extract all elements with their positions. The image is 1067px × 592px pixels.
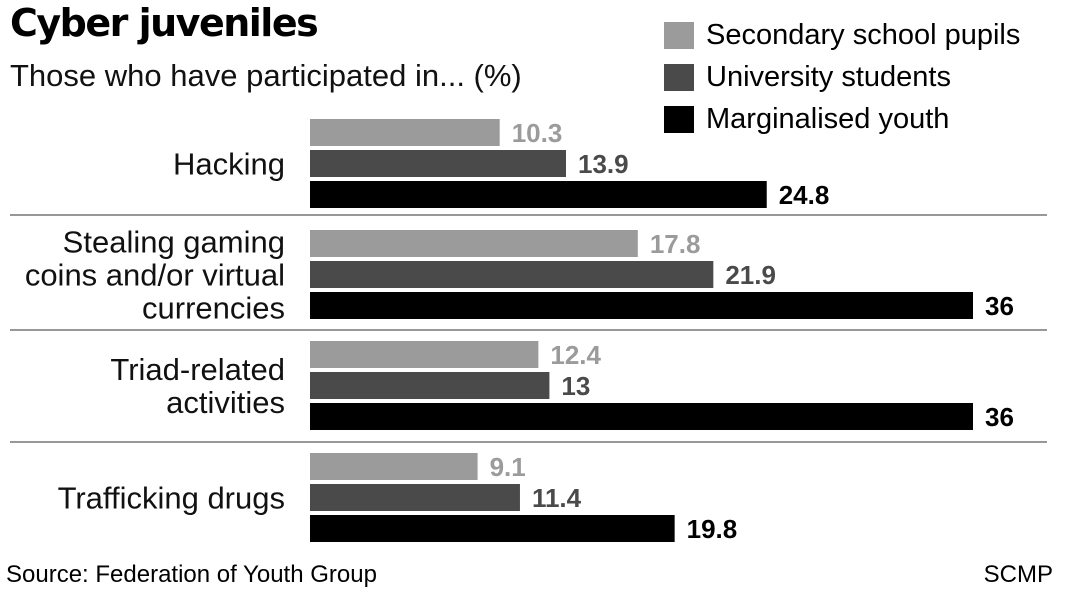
source-note: Source: Federation of Youth Group	[6, 561, 377, 588]
bar-marginalised-youth	[310, 181, 767, 208]
category-label: coins and/or virtual	[25, 258, 285, 293]
bar-secondary-school-pupils	[310, 453, 478, 480]
category-label: Triad-related	[110, 352, 285, 387]
data-label: 21.9	[725, 260, 776, 290]
data-label: 13.9	[578, 149, 629, 179]
chart-title: Cyber juveniles	[10, 1, 319, 45]
legend-item-secondary: Secondary school pupils	[664, 14, 1020, 56]
chart-subtitle: Those who have participated in... (%)	[10, 58, 522, 93]
legend-item-university: University students	[664, 56, 1020, 98]
category-label: activities	[166, 385, 285, 420]
bar-university-students	[310, 372, 550, 399]
legend-label-secondary: Secondary school pupils	[706, 18, 1021, 51]
data-label: 10.3	[512, 118, 563, 148]
bar-secondary-school-pupils	[310, 230, 638, 257]
bar-university-students	[310, 484, 520, 511]
bar-secondary-school-pupils	[310, 119, 500, 146]
bar-university-students	[310, 150, 566, 177]
data-label: 19.8	[687, 514, 738, 544]
data-label: 24.8	[779, 180, 830, 210]
bar-marginalised-youth	[310, 292, 973, 319]
legend: Secondary school pupils University stude…	[664, 14, 1020, 140]
data-label: 17.8	[650, 229, 701, 259]
bar-marginalised-youth	[310, 515, 675, 542]
legend-swatch-university	[664, 63, 694, 91]
category-label: Hacking	[173, 147, 285, 182]
data-label: 11.4	[532, 483, 582, 513]
legend-swatch-marginalised	[664, 105, 694, 133]
publisher-credit: SCMP	[983, 561, 1053, 588]
data-label: 9.1	[490, 452, 526, 482]
data-label: 12.4	[550, 340, 601, 370]
data-label: 36	[985, 291, 1014, 321]
category-label: Stealing gaming	[63, 225, 285, 260]
legend-swatch-secondary	[664, 21, 694, 49]
data-label: 13	[561, 371, 590, 401]
data-label: 36	[985, 402, 1014, 432]
bar-marginalised-youth	[310, 403, 973, 430]
legend-label-university: University students	[706, 60, 951, 93]
bar-secondary-school-pupils	[310, 341, 539, 368]
category-label: currencies	[142, 291, 285, 326]
legend-label-marginalised: Marginalised youth	[706, 102, 950, 135]
category-label: Trafficking drugs	[58, 481, 285, 516]
legend-item-marginalised: Marginalised youth	[664, 98, 1020, 140]
bar-university-students	[310, 261, 714, 288]
